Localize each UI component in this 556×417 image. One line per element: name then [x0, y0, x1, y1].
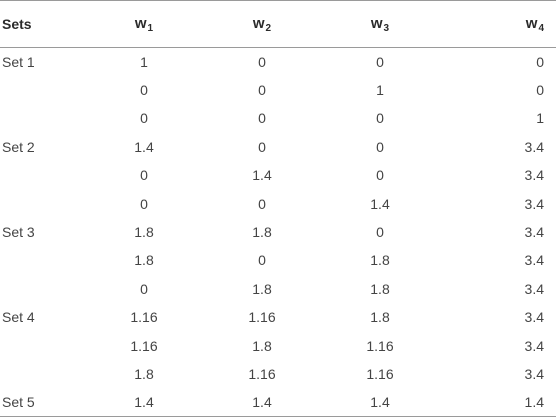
- set-label-cell: [0, 246, 85, 274]
- header-w2: w2: [203, 0, 321, 48]
- set-label-cell: Set 3: [2, 224, 35, 241]
- header-w3-subscript: 3: [383, 22, 390, 34]
- w1-cell: 1.8: [134, 224, 154, 241]
- table-row: 0 1.8 1.8 3.4: [0, 275, 556, 303]
- w1-cell: 0: [140, 280, 148, 297]
- table-row: Set 5 1.4 1.4 1.4 1.4: [0, 388, 556, 417]
- w4-cell: 3.4: [524, 195, 544, 212]
- header-w4-letter: w: [525, 14, 538, 32]
- set-label-cell: [0, 275, 85, 303]
- table-row: 0 0 1.4 3.4: [0, 189, 556, 217]
- w2-cell: 0: [258, 195, 266, 212]
- w4-cell: 3.4: [524, 337, 544, 354]
- table-row: 1.16 1.8 1.16 3.4: [0, 331, 556, 359]
- w3-cell: 0: [376, 138, 384, 155]
- set-label-cell: [0, 76, 85, 104]
- header-w3-letter: w: [370, 14, 383, 32]
- w4-cell: 0: [536, 82, 544, 99]
- set-label-cell: Set 5: [0, 388, 85, 417]
- w1-cell: 0: [140, 110, 148, 127]
- header-w1: w1: [85, 0, 203, 48]
- w3-cell: 1.16: [366, 365, 394, 382]
- w3-cell: 1.8: [370, 309, 390, 326]
- w2-cell: 1.4: [252, 167, 272, 184]
- table-row: Set 4 1.16 1.16 1.8 3.4: [0, 303, 556, 331]
- w3-cell: 1: [376, 82, 384, 99]
- w2-cell: 1.16: [248, 309, 276, 326]
- w3-cell: 0: [376, 110, 384, 127]
- table-row: 0 0 0 1: [0, 104, 556, 132]
- w1-cell: 1.4: [85, 388, 203, 417]
- header-w3: w3: [321, 0, 439, 48]
- table-row: 1.8 1.16 1.16 3.4: [0, 360, 556, 388]
- w4-cell: 3.4: [524, 224, 544, 241]
- w2-cell: 0: [258, 82, 266, 99]
- header-w4: w4: [439, 0, 556, 48]
- table-row: Set 2 1.4 0 0 3.4: [0, 133, 556, 161]
- table-row: Set 1 1 0 0 0: [0, 48, 556, 76]
- w3-cell: 0: [376, 167, 384, 184]
- set-label-cell: Set 4: [2, 309, 35, 326]
- w2-cell: 0: [258, 138, 266, 155]
- w2-cell: 1.16: [248, 365, 276, 382]
- w4-cell: 1.4: [439, 388, 556, 417]
- header-w1-subscript: 1: [147, 22, 154, 34]
- w1-cell: 1.16: [130, 309, 158, 326]
- set-label-cell: [0, 360, 85, 388]
- header-w4-subscript: 4: [538, 22, 544, 34]
- w4-cell: 3.4: [524, 138, 544, 155]
- set-label-cell: [0, 189, 85, 217]
- w4-cell: 1: [536, 110, 544, 127]
- w3-cell: 0: [376, 53, 384, 70]
- w3-cell: 1.4: [321, 388, 439, 417]
- w1-cell: 1.8: [134, 365, 154, 382]
- w1-cell: 1.8: [134, 252, 154, 269]
- w2-cell: 0: [258, 53, 266, 70]
- w3-cell: 1.16: [366, 337, 394, 354]
- header-sets: Sets: [0, 0, 85, 48]
- table-body: Set 1 1 0 0 0 0 0 1 0 0 0 0 1 Set 2: [0, 48, 556, 417]
- w4-cell: 3.4: [524, 252, 544, 269]
- w4-cell: 3.4: [524, 309, 544, 326]
- w4-cell: 3.4: [524, 167, 544, 184]
- w3-cell: 0: [376, 224, 384, 241]
- w4-cell: 3.4: [524, 365, 544, 382]
- set-label-cell: Set 1: [2, 53, 35, 70]
- table-row: 0 0 1 0: [0, 76, 556, 104]
- w1-cell: 1.4: [134, 138, 154, 155]
- w1-cell: 1.16: [130, 337, 158, 354]
- table-row: 1.8 0 1.8 3.4: [0, 246, 556, 274]
- w3-cell: 1.8: [370, 252, 390, 269]
- w2-cell: 1.8: [252, 337, 272, 354]
- w1-cell: 0: [140, 195, 148, 212]
- set-label-cell: [0, 331, 85, 359]
- set-label-cell: Set 2: [2, 138, 35, 155]
- table-row: 0 1.4 0 3.4: [0, 161, 556, 189]
- w2-cell: 1.8: [252, 280, 272, 297]
- set-label-cell: [0, 161, 85, 189]
- set-label-cell: [0, 104, 85, 132]
- w1-cell: 0: [140, 167, 148, 184]
- header-w2-subscript: 2: [265, 22, 272, 34]
- w2-cell: 0: [258, 110, 266, 127]
- header-w2-letter: w: [252, 14, 265, 32]
- w3-cell: 1.8: [370, 280, 390, 297]
- header-w1-letter: w: [134, 14, 147, 32]
- w4-cell: 0: [536, 53, 544, 70]
- w2-cell: 1.8: [252, 224, 272, 241]
- w1-cell: 0: [140, 82, 148, 99]
- w4-cell: 3.4: [524, 280, 544, 297]
- table-header-row: Sets w1 w2 w3 w4: [0, 0, 556, 48]
- w2-cell: 0: [258, 252, 266, 269]
- w2-cell: 1.4: [203, 388, 321, 417]
- table-row: Set 3 1.8 1.8 0 3.4: [0, 218, 556, 246]
- w1-cell: 1: [140, 53, 148, 70]
- w3-cell: 1.4: [370, 195, 390, 212]
